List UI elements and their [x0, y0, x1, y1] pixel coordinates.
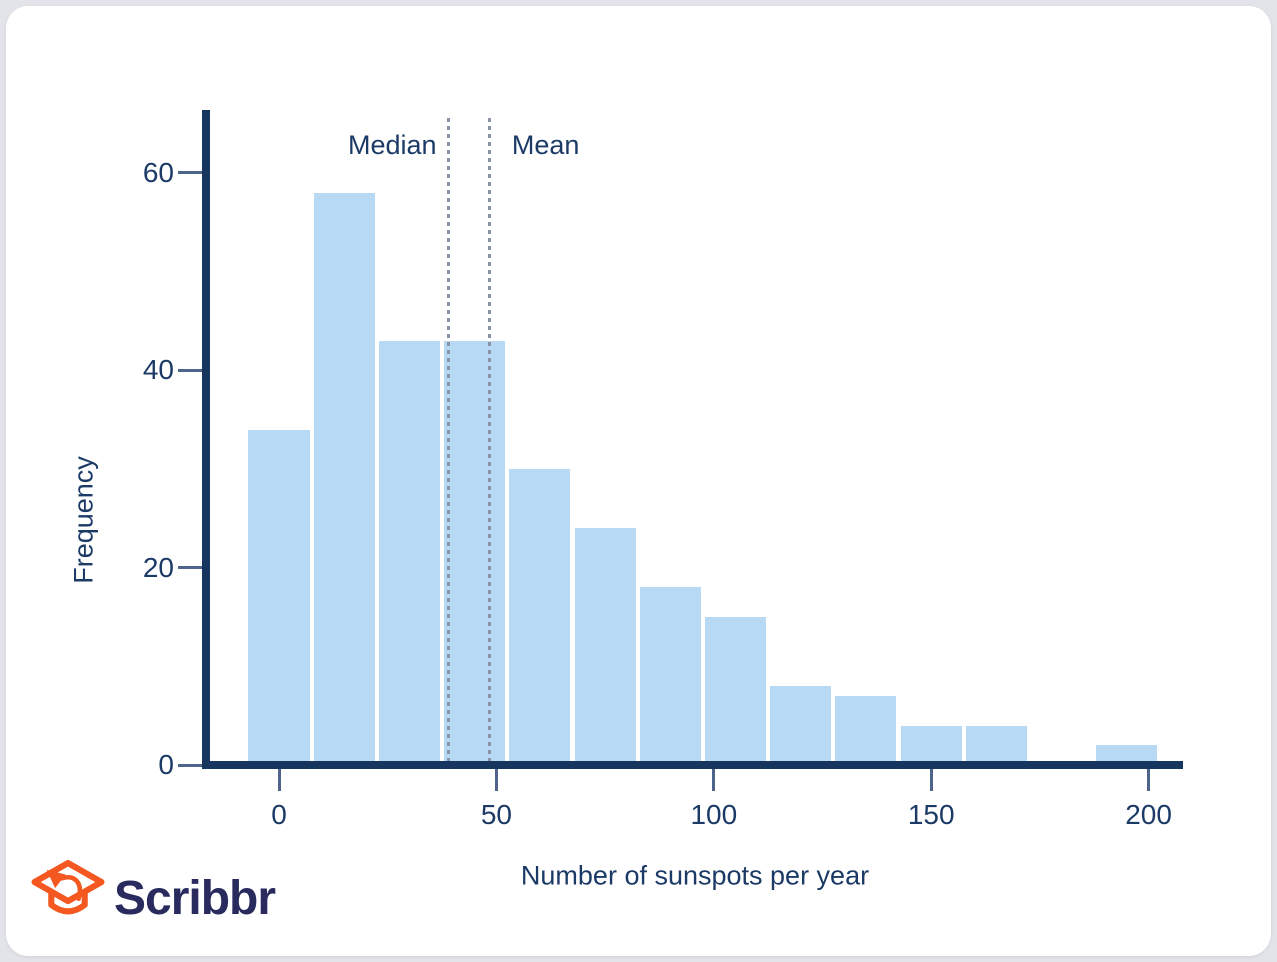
graduation-cap-icon [30, 853, 106, 937]
y-tick-label: 20 [142, 551, 174, 583]
x-tick-label: 0 [271, 799, 287, 830]
x-axis-line [202, 761, 1183, 769]
histogram-bar [770, 686, 832, 762]
x-axis-title: Number of sunspots per year [520, 860, 870, 891]
x-tick-mark [712, 769, 716, 791]
x-tick-mark [1147, 769, 1151, 791]
chart-card [6, 6, 1271, 956]
y-tick-label: 40 [142, 354, 174, 386]
x-tick-mark [494, 769, 498, 791]
histogram-bar [378, 340, 440, 762]
histogram-bar [835, 695, 897, 762]
y-tick-mark [178, 566, 202, 570]
x-tick-label: 150 [907, 799, 955, 830]
histogram-bar [444, 340, 506, 762]
y-axis-line [202, 110, 210, 769]
x-tick-mark [277, 769, 281, 791]
y-tick-label: 60 [142, 156, 174, 188]
histogram-bar [248, 429, 310, 762]
mean-label: Mean [511, 130, 580, 160]
x-tick-label: 200 [1125, 799, 1172, 830]
histogram-bar [1096, 745, 1158, 762]
median-label: Median [348, 130, 437, 160]
histogram-bar [509, 468, 571, 762]
y-tick-label: 0 [158, 749, 174, 780]
x-tick-mark [929, 769, 933, 791]
y-tick-mark [178, 368, 202, 372]
y-tick-mark [178, 763, 202, 767]
median-line [447, 118, 451, 761]
histogram-bar [965, 725, 1027, 762]
histogram-bar [705, 616, 767, 762]
x-tick-label: 50 [480, 799, 512, 830]
scribbr-logo: Scribbr [30, 853, 276, 937]
histogram-bar [900, 725, 962, 762]
histogram-bar [313, 192, 375, 762]
mean-line [488, 118, 492, 761]
histogram-bar [574, 528, 636, 762]
histogram-bar [639, 587, 701, 762]
y-axis-title: Frequency [68, 456, 99, 584]
y-tick-mark [178, 171, 202, 175]
x-tick-label: 100 [690, 799, 738, 830]
brand-wordmark: Scribbr [114, 871, 276, 925]
